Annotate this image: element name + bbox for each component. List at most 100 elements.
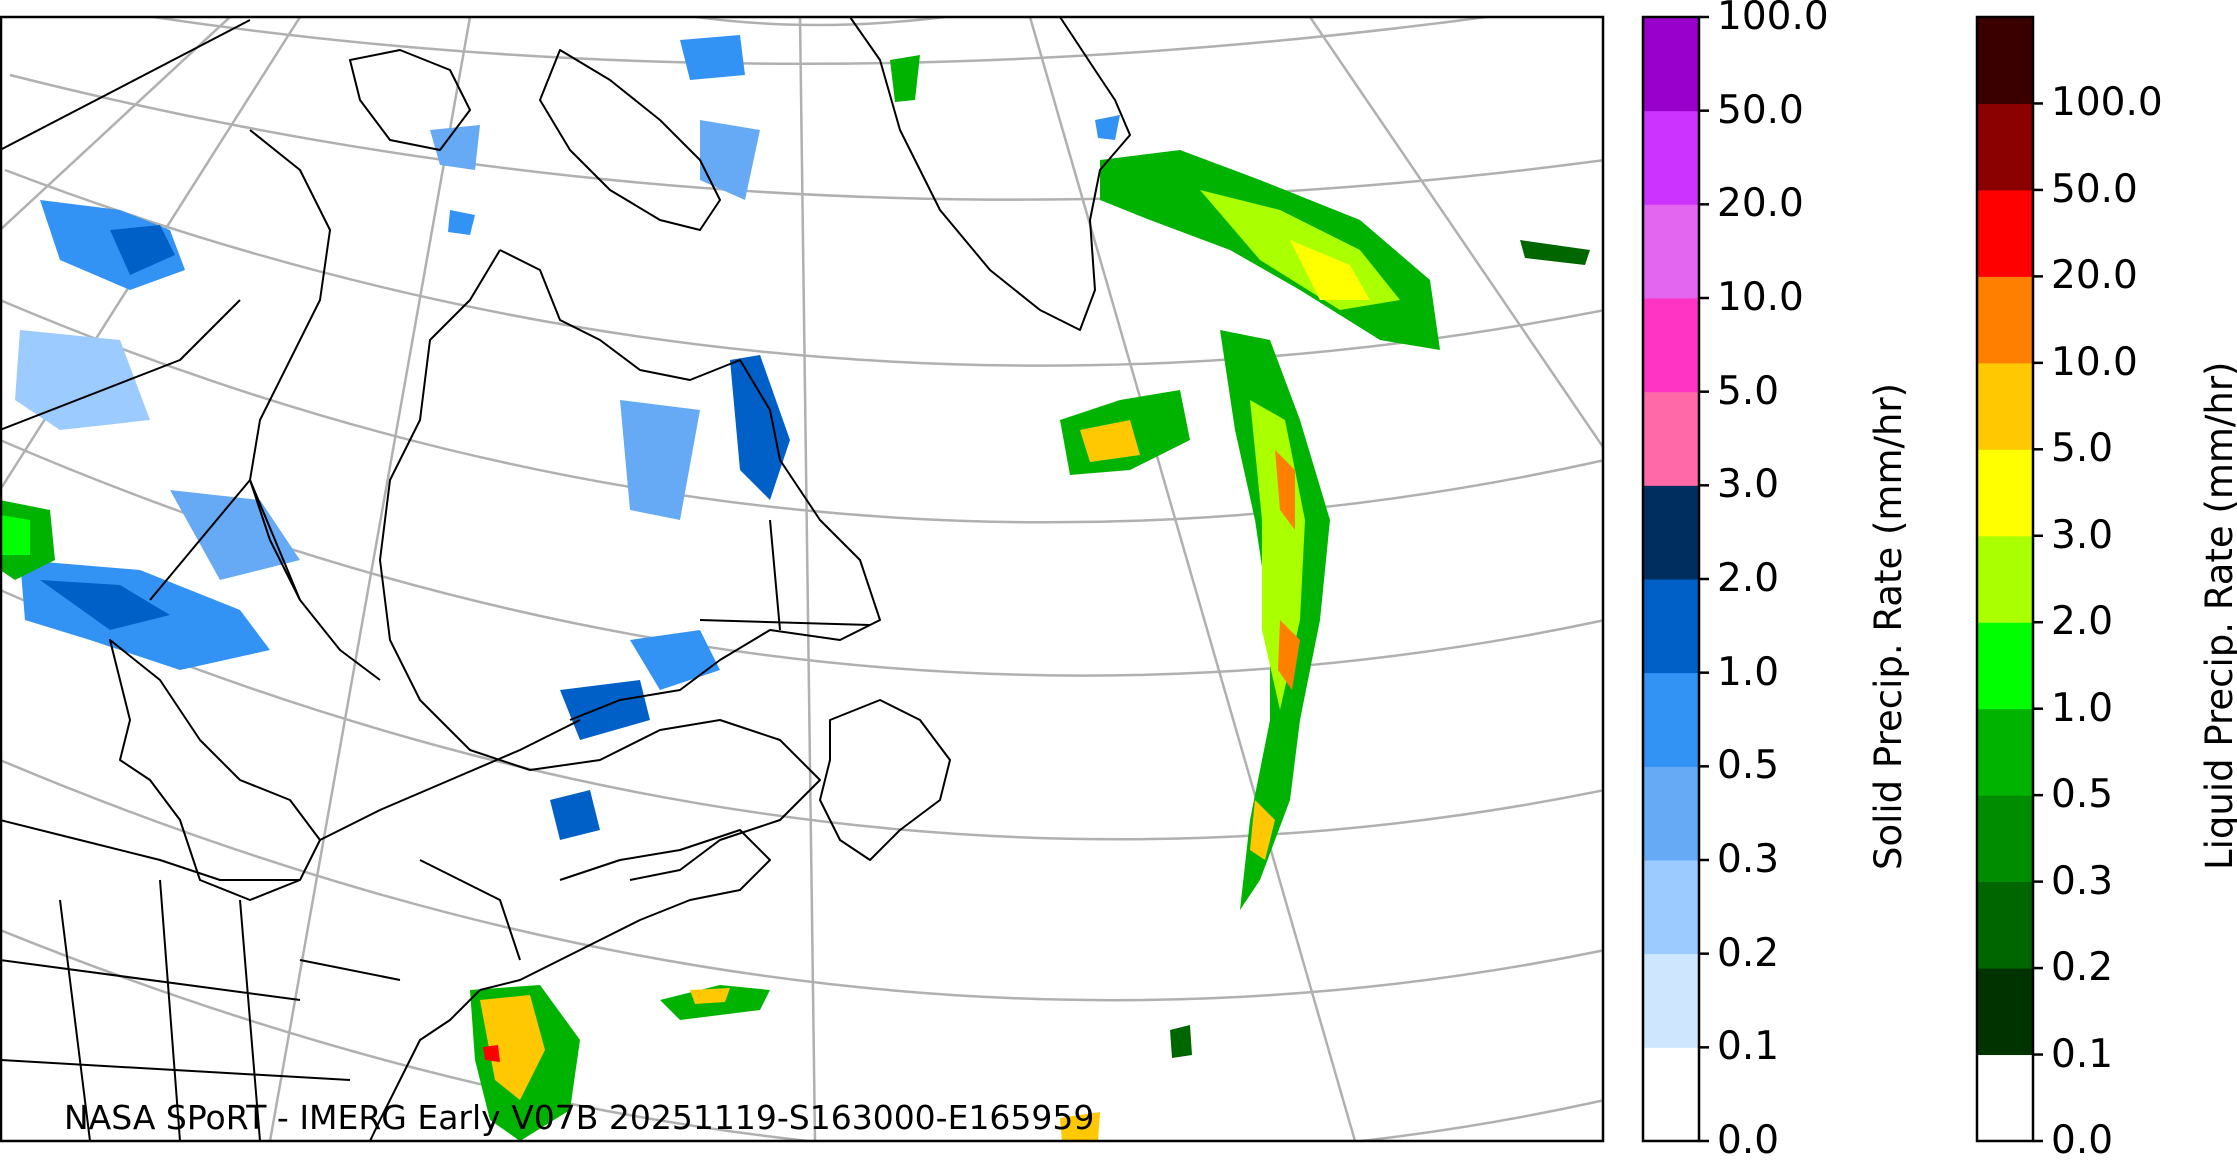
precip-cell bbox=[690, 988, 730, 1004]
precip-cell bbox=[40, 200, 185, 290]
colorbar-segment bbox=[1977, 362, 2033, 450]
colorbar-segment bbox=[1643, 766, 1699, 861]
colorbar-tick-label: 0.5 bbox=[1717, 743, 1780, 789]
colorbar-svg bbox=[1641, 15, 1709, 1143]
colorbar-segment bbox=[1643, 298, 1699, 393]
longitude-line bbox=[268, 17, 472, 1141]
colorbar-tick-label: 100.0 bbox=[1717, 0, 1829, 39]
colorbar-segment bbox=[1643, 860, 1699, 955]
colorbar-segment bbox=[1643, 1047, 1699, 1142]
colorbar-segment bbox=[1643, 391, 1699, 486]
colorbar-segment bbox=[1977, 449, 2033, 537]
colorbar-tick-label: 2.0 bbox=[2051, 599, 2114, 645]
colorbar-tick-label: 1.0 bbox=[2051, 685, 2114, 731]
precip-cell bbox=[1275, 450, 1295, 530]
colorbar-tick-label: 3.0 bbox=[2051, 512, 2114, 558]
longitude-line bbox=[1, 17, 231, 231]
colorbar-segment bbox=[1643, 110, 1699, 205]
greenland-coast bbox=[849, 17, 1131, 331]
colorbar-frame bbox=[1975, 15, 2035, 1143]
hudson-bay-coast bbox=[249, 129, 381, 681]
colorbar-segment bbox=[1643, 485, 1699, 580]
colorbar-segment bbox=[1977, 795, 2033, 883]
precip-cell bbox=[680, 35, 745, 80]
precip-cell bbox=[620, 400, 700, 520]
colorbar-segment bbox=[1977, 622, 2033, 710]
precip-cell bbox=[1290, 240, 1370, 300]
nova-scotia-coast bbox=[479, 829, 771, 991]
colorbar-tick-label: 0.1 bbox=[1717, 1024, 1780, 1070]
precip-cell bbox=[550, 790, 600, 840]
colorbar-segment bbox=[1643, 17, 1699, 112]
precip-map: NASA SPoRT - IMERG Early V07B 20251119-S… bbox=[0, 15, 1605, 1143]
precip-cell bbox=[430, 125, 480, 170]
colorbar-tick-label: 0.3 bbox=[1717, 837, 1780, 882]
precip-cell bbox=[15, 330, 150, 430]
coastlines bbox=[1, 17, 1131, 1141]
colorbar-title: Liquid Precip. Rate (mm/hr) bbox=[2198, 361, 2237, 871]
precip-cell bbox=[890, 55, 920, 102]
province-borders bbox=[1, 19, 871, 631]
colorbar-tick-label: 5.0 bbox=[1717, 368, 1780, 414]
colorbar-tick-label: 0.0 bbox=[1717, 1118, 1780, 1163]
colorbar-segment bbox=[1977, 189, 2033, 277]
colorbar-tick-label: 2.0 bbox=[1717, 556, 1780, 601]
colorbar-segment bbox=[1977, 103, 2033, 191]
labrador-coast bbox=[499, 249, 881, 721]
liquid-precip-areas bbox=[1, 55, 1590, 1141]
precip-cell bbox=[110, 225, 175, 275]
colorbar-segment bbox=[1643, 204, 1699, 299]
newfoundland-coast bbox=[819, 699, 951, 861]
colorbar-segment bbox=[1977, 968, 2033, 1056]
map-svg bbox=[0, 15, 1605, 1143]
colorbar-tick-label: 3.0 bbox=[1717, 462, 1780, 508]
st-lawrence bbox=[319, 719, 581, 841]
precip-cell bbox=[1080, 420, 1140, 462]
colorbar-tick-label: 0.1 bbox=[2051, 1031, 2114, 1077]
colorbar-tick-label: 0.3 bbox=[2051, 858, 2114, 904]
precip-cell bbox=[480, 995, 545, 1100]
precip-cell bbox=[700, 120, 760, 200]
colorbar-svg bbox=[1975, 15, 2043, 1143]
colorbar-tick-label: 5.0 bbox=[2051, 426, 2114, 472]
colorbar-tick-label: 0.2 bbox=[2051, 945, 2114, 991]
longitude-line bbox=[1028, 17, 1357, 1141]
colorbar-segment bbox=[1977, 276, 2033, 364]
colorbar-tick-label: 10.0 bbox=[1717, 275, 1804, 320]
colorbar-segment bbox=[1977, 535, 2033, 623]
latitude-line bbox=[144, 17, 1496, 65]
colorbar-tick-label: 50.0 bbox=[1717, 87, 1804, 133]
solid-precip-areas bbox=[15, 35, 1120, 840]
precip-cell bbox=[1170, 1025, 1192, 1058]
longitude-line bbox=[798, 17, 817, 1141]
precip-cell bbox=[483, 1045, 500, 1062]
colorbar-tick-label: 0.0 bbox=[2051, 1118, 2114, 1163]
colorbar-segment bbox=[1977, 881, 2033, 969]
colorbar-tick-label: 0.2 bbox=[1717, 930, 1780, 976]
colorbar-segment bbox=[1977, 17, 2033, 104]
precip-cell bbox=[1278, 620, 1300, 690]
colorbar-tick-label: 1.0 bbox=[1717, 649, 1780, 695]
colorbar-title: Solid Precip. Rate (mm/hr) bbox=[1867, 382, 1910, 870]
precip-cell bbox=[1, 515, 30, 555]
map-frame bbox=[0, 15, 1605, 1143]
great-lakes bbox=[109, 639, 321, 901]
colorbar-tick-label: 50.0 bbox=[2051, 166, 2138, 212]
colorbar-tick-label: 20.0 bbox=[1717, 181, 1804, 227]
credit-label: NASA SPoRT - IMERG Early V07B 20251119-S… bbox=[64, 1098, 1095, 1137]
precip-cell bbox=[448, 210, 475, 235]
precip-cell bbox=[1060, 1112, 1100, 1141]
colorbar-segment bbox=[1643, 672, 1699, 767]
arctic-islands bbox=[349, 49, 471, 151]
latitude-line bbox=[1, 759, 1603, 1002]
colorbar-segment bbox=[1643, 579, 1699, 674]
colorbar-tick-label: 100.0 bbox=[2051, 80, 2163, 126]
country-border bbox=[1, 819, 300, 881]
latitude-line bbox=[1, 299, 1603, 524]
latitude-line bbox=[4, 168, 1603, 367]
map-content bbox=[1, 17, 1603, 1141]
precip-cell bbox=[730, 355, 790, 500]
colorbar-segment bbox=[1643, 953, 1699, 1048]
precip-cell bbox=[1250, 800, 1275, 860]
precip-cell bbox=[170, 490, 300, 580]
